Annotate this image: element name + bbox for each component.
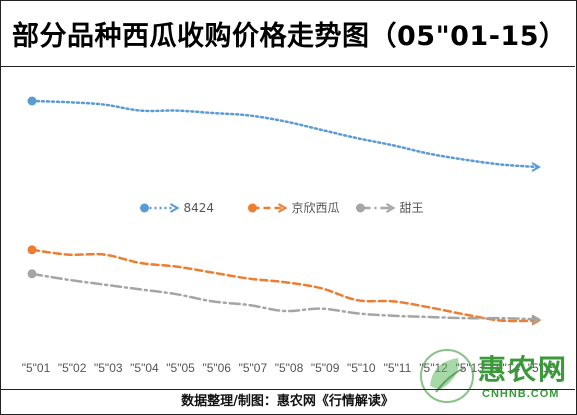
x-tick-label: "5"09 [311,361,340,375]
x-tick-label: "5"01 [22,361,51,375]
x-tick-label: "5"14 [492,361,521,375]
legend-marker-1 [248,203,257,213]
series-line-2 [30,272,540,321]
legend-arrow-2 [386,203,396,213]
x-tick-label: "5"08 [275,361,304,375]
logo-name: 惠农网 [478,353,569,386]
x-tick-label: "5"13 [455,361,484,375]
x-tick-label: "5"11 [384,361,412,375]
footer-source: 数据整理/制图：惠农网《行情解读》 [0,389,575,414]
series-start-marker-1 [27,245,37,255]
x-tick-label: "5"15 [528,361,557,375]
legend-arrow-0 [170,203,180,213]
series-start-marker-0 [27,96,37,106]
x-tick-label: "5"02 [58,361,87,375]
legend-label-0: 8424 [184,201,215,215]
x-tick-label: "5"04 [130,361,159,375]
legend-marker-0 [140,203,149,213]
x-tick-label: "5"03 [94,361,123,375]
legend-label-2: 甜王 [400,201,424,215]
legend-label-1: 京欣西瓜 [292,201,340,215]
series-start-marker-2 [27,269,37,279]
series-line-0 [30,99,540,169]
title-divider [0,66,575,67]
x-tick-label: "5"05 [166,361,195,375]
x-tick-label: "5"07 [239,361,268,375]
series-end-arrow-0 [531,162,542,172]
logo: 惠农网 CNHNB.COM [418,346,574,408]
series-end-arrow-1 [531,315,542,326]
x-tick-label: "5"06 [202,361,231,375]
x-tick-label: "5"10 [347,361,376,375]
logo-domain: CNHNB.COM [482,388,560,400]
series-end-arrow-2 [531,314,542,325]
series-line-1 [30,248,540,323]
chart-title: 部分品种西瓜收购价格走势图（05"01-15） [12,21,567,52]
legend-marker-2 [356,203,365,213]
legend-arrow-1 [278,203,288,213]
